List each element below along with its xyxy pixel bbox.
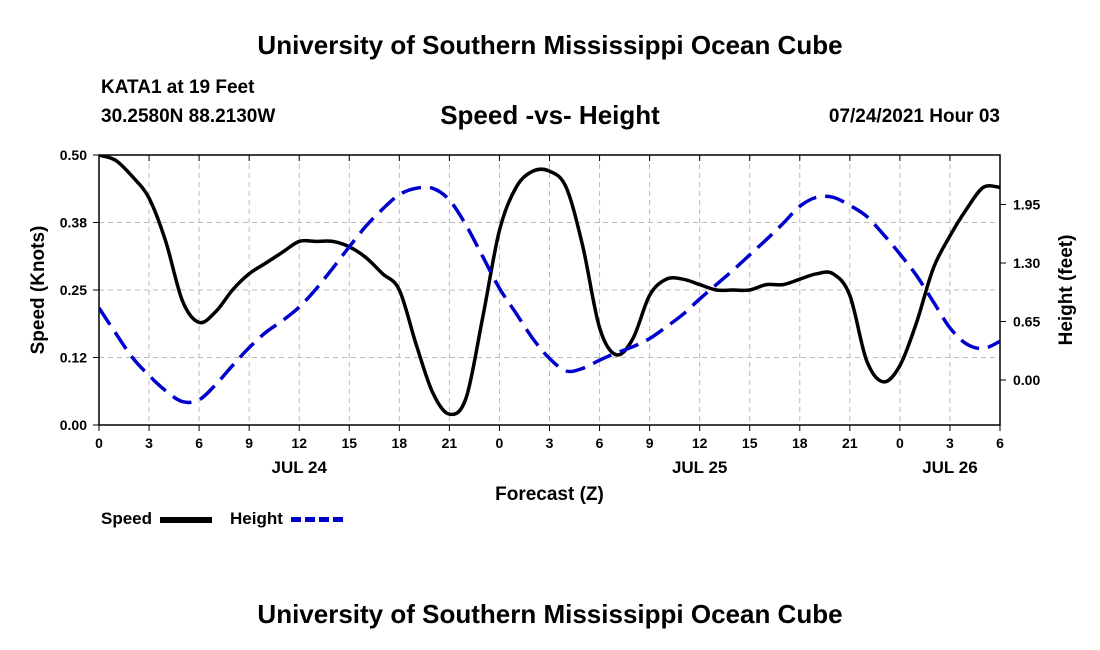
x-tick-label: 3 xyxy=(145,435,153,451)
x-tick-label: 21 xyxy=(442,435,458,451)
x-tick-label: 6 xyxy=(596,435,604,451)
y-axis-title: Speed (Knots) xyxy=(28,226,49,355)
x-tick-label: 9 xyxy=(245,435,253,451)
y2-tick-label: 1.95 xyxy=(1013,197,1040,213)
y2-tick-label: 1.30 xyxy=(1013,255,1040,271)
x-date-label: JUL 26 xyxy=(922,458,977,477)
x-tick-label: 9 xyxy=(646,435,654,451)
forecast-datetime: 07/24/2021 Hour 03 xyxy=(828,106,1000,127)
page-title: University of Southern Mississippi Ocean… xyxy=(257,30,843,60)
legend-height-label: Height xyxy=(230,509,283,528)
x-tick-label: 15 xyxy=(341,435,357,451)
x-tick-label: 6 xyxy=(996,435,1004,451)
x-tick-label: 3 xyxy=(946,435,954,451)
y-tick-label: 0.00 xyxy=(60,417,87,433)
x-tick-label: 3 xyxy=(546,435,554,451)
y-tick-label: 0.50 xyxy=(60,147,87,163)
x-tick-label: 15 xyxy=(742,435,758,451)
footer-title: University of Southern Mississippi Ocean… xyxy=(257,599,843,629)
legend-speed-label: Speed xyxy=(101,509,153,528)
y-tick-label: 0.12 xyxy=(60,350,87,366)
series-line-height xyxy=(99,185,1000,405)
station-name: KATA1 at 19 Feet xyxy=(101,77,255,98)
y2-tick-label: 0.65 xyxy=(1013,314,1040,330)
x-tick-label: 6 xyxy=(195,435,203,451)
chart-subtitle: Speed -vs- Height xyxy=(440,100,660,130)
x-tick-label: 18 xyxy=(792,435,808,451)
x-tick-label: 21 xyxy=(842,435,858,451)
series-line-speed xyxy=(99,155,1000,417)
x-tick-label: 0 xyxy=(95,435,103,451)
x-tick-label: 18 xyxy=(392,435,408,451)
x-date-label: JUL 25 xyxy=(672,458,727,477)
legend-speed-swatch xyxy=(160,517,212,523)
x-date-label: JUL 24 xyxy=(271,458,327,477)
legend-height-swatch xyxy=(291,517,343,522)
x-tick-label: 12 xyxy=(692,435,708,451)
y2-tick-label: 0.00 xyxy=(1013,372,1040,388)
y-tick-label: 0.38 xyxy=(60,215,87,231)
y2-axis-title: Height (feet) xyxy=(1056,235,1077,346)
x-tick-label: 12 xyxy=(291,435,307,451)
x-tick-label: 0 xyxy=(496,435,504,451)
x-tick-label: 0 xyxy=(896,435,904,451)
x-axis-title: Forecast (Z) xyxy=(495,484,604,505)
y-tick-label: 0.25 xyxy=(60,282,87,298)
station-coordinates: 30.2580N 88.2130W xyxy=(101,106,276,127)
plot-frame xyxy=(98,154,1001,426)
